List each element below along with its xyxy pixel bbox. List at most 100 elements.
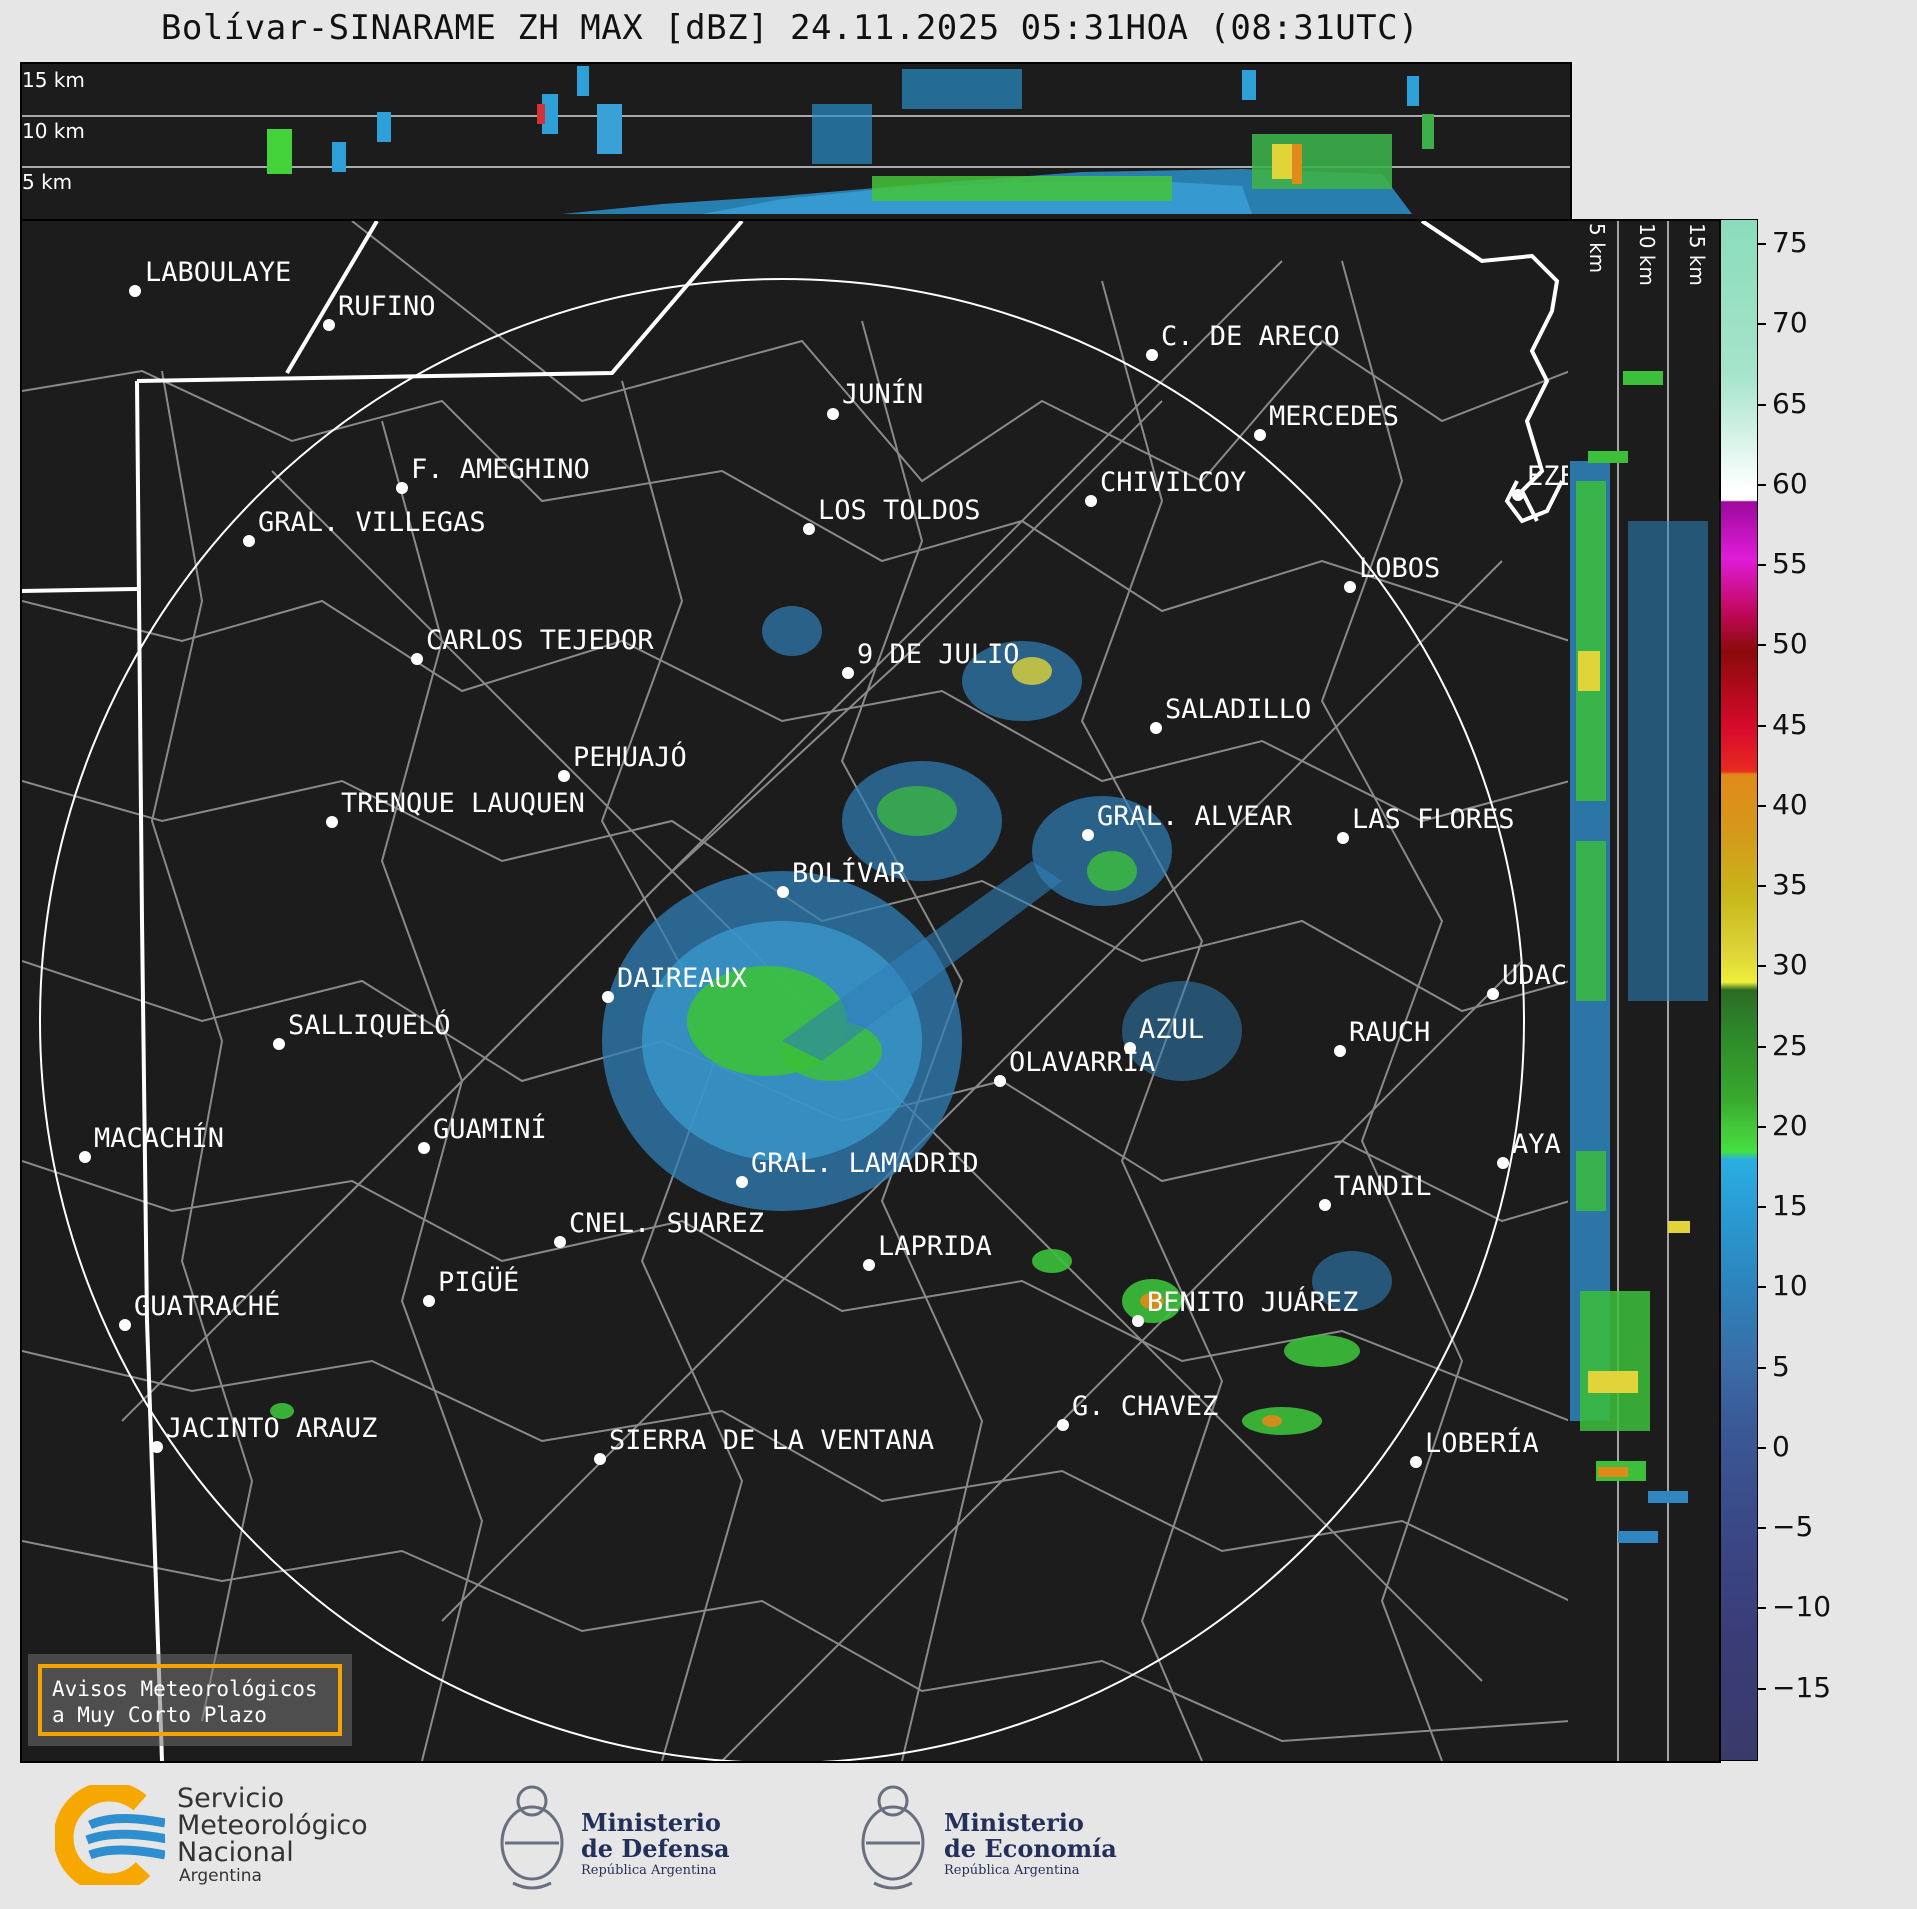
map-title: Bolívar-SINARAME ZH MAX [dBZ] 24.11.2025… <box>160 8 1420 48</box>
city-label-azul: AZUL <box>1139 1014 1204 1045</box>
defensa-line3: República Argentina <box>581 1863 717 1878</box>
city-label-guamini: GUAMINÍ <box>433 1113 547 1145</box>
rio-de-la-plata-coast <box>1420 221 1560 522</box>
side-cross-section-panel: 5 km 10 km 15 km <box>1568 219 1721 1763</box>
side-echo-returns <box>1570 371 1708 1543</box>
city-label-rufino: RUFINO <box>338 291 436 322</box>
ministerio-economia-logo: Ministerio de Economía República Argenti… <box>856 1775 1136 1900</box>
city-label-gral-lamadrid: GRAL. LAMADRID <box>751 1148 979 1179</box>
radar-map-svg: LABOULAYE RUFINO C. DE ARECO JUNÍN MERCE… <box>22 221 1570 1761</box>
city-label-trenque-lauquen: TRENQUE LAUQUEN <box>341 788 585 819</box>
colorbar-tick-70: 70 <box>1772 305 1808 339</box>
colorbar-tick-20: 20 <box>1772 1108 1808 1142</box>
city-label-bolivar: BOLÍVAR <box>792 857 907 889</box>
side-height-label-10km: 10 km <box>1635 223 1659 286</box>
colorbar-tick-35: 35 <box>1772 867 1808 901</box>
side-height-label-15km: 15 km <box>1685 223 1709 286</box>
colorbar-tick-55: 55 <box>1772 546 1808 580</box>
colorbar-tick-65: 65 <box>1772 386 1808 420</box>
defensa-coat-of-arms-icon <box>500 1785 564 1890</box>
top-cross-section-panel: 15 km 10 km 5 km <box>20 62 1572 221</box>
side-height-label-5km: 5 km <box>1585 223 1609 273</box>
smn-logo-line2: Meteorológico <box>177 1810 368 1841</box>
city-label-jacinto-arauz: JACINTO ARAUZ <box>166 1413 377 1444</box>
avisos-line-1: Avisos Meteorológicos <box>52 1677 318 1701</box>
smn-logo-icon <box>55 1785 165 1885</box>
city-label-daireaux: DAIREAUX <box>617 963 747 994</box>
buenos-aires-city <box>1504 480 1564 524</box>
city-label-c-de-areco: C. DE ARECO <box>1161 321 1340 352</box>
colorbar-tick-15: 15 <box>1772 1188 1808 1222</box>
city-label-rauch: RAUCH <box>1349 1017 1430 1048</box>
ministerio-defensa-logo: Ministerio de Defensa República Argentin… <box>495 1775 765 1900</box>
radar-map-panel: LABOULAYE RUFINO C. DE ARECO JUNÍN MERCE… <box>20 219 1572 1763</box>
city-label-loberia: LOBERÍA <box>1425 1427 1539 1459</box>
smn-logo-line3: Nacional <box>177 1837 294 1868</box>
colorbar-tick-0: 0 <box>1772 1429 1790 1463</box>
city-label-eze: EZE <box>1527 461 1570 492</box>
colorbar-tick-50: 50 <box>1772 626 1808 660</box>
city-label-gral-alvear: GRAL. ALVEAR <box>1097 801 1293 832</box>
city-label-laboulaye: LABOULAYE <box>145 257 291 288</box>
top-echo-returns <box>267 66 1434 214</box>
city-label-mercedes: MERCEDES <box>1269 401 1399 432</box>
city-label-gral-villegas: GRAL. VILLEGAS <box>258 507 486 538</box>
height-label-10km: 10 km <box>22 119 85 143</box>
city-label-macachin: MACACHÍN <box>94 1122 224 1154</box>
city-label-f-ameghino: F. AMEGHINO <box>411 454 590 485</box>
defensa-line2: de Defensa <box>581 1834 730 1863</box>
colorbar-tick-75: 75 <box>1772 225 1808 259</box>
smn-logo-line1: Servicio <box>177 1783 285 1814</box>
colorbar-tick-10: 10 <box>1772 1268 1808 1302</box>
defensa-line1: Ministerio <box>581 1808 721 1837</box>
avisos-line-2: a Muy Corto Plazo <box>52 1703 267 1727</box>
smn-logo: Servicio Meteorológico Nacional Argentin… <box>55 1785 385 1890</box>
height-label-5km: 5 km <box>22 170 72 194</box>
city-label-tandil: TANDIL <box>1334 1171 1432 1202</box>
province-line-north <box>136 221 744 383</box>
top-cross-section-svg: 15 km 10 km 5 km <box>22 66 1570 214</box>
economia-coat-of-arms-icon <box>861 1785 925 1890</box>
city-label-lobos: LOBOS <box>1359 553 1440 584</box>
colorbar-tick-minus15: −15 <box>1772 1670 1832 1704</box>
city-label-cnel-suarez: CNEL. SUAREZ <box>569 1208 764 1239</box>
city-label-pigue: PIGÜÉ <box>438 1266 519 1298</box>
smn-logo-line4: Argentina <box>179 1866 262 1886</box>
city-markers <box>79 285 1524 1468</box>
city-label-udac: UDAC <box>1502 960 1567 991</box>
city-label-aya: AYA <box>1512 1129 1561 1160</box>
city-label-chivilcoy: CHIVILCOY <box>1100 467 1246 498</box>
colorbar-tick-minus10: −10 <box>1772 1589 1832 1623</box>
colorbar-tick-25: 25 <box>1772 1028 1808 1062</box>
radar-range-ring <box>39 278 1525 1761</box>
economia-line1: Ministerio <box>944 1808 1084 1837</box>
city-label-saladillo: SALADILLO <box>1165 694 1311 725</box>
city-label-9-de-julio: 9 DE JULIO <box>857 639 1020 670</box>
city-label-benito-juarez: BENITO JUÁREZ <box>1147 1286 1358 1318</box>
colorbar-ticks: 75 70 65 60 55 50 45 40 35 30 25 20 15 1… <box>1758 219 1878 1759</box>
city-label-sierra-de-la-ventana: SIERRA DE LA VENTANA <box>609 1425 934 1456</box>
economia-line3: República Argentina <box>944 1863 1080 1878</box>
dbz-colorbar <box>1720 219 1758 1761</box>
colorbar-tick-minus5: −5 <box>1772 1509 1814 1543</box>
city-label-pehuajo: PEHUAJÓ <box>573 741 687 773</box>
radar-echoes <box>270 606 1392 1435</box>
city-label-guatrache: GUATRACHÉ <box>134 1290 280 1322</box>
city-label-laprida: LAPRIDA <box>878 1231 992 1262</box>
city-label-los-toldos: LOS TOLDOS <box>818 495 981 526</box>
city-label-g-chavez: G. CHAVEZ <box>1072 1391 1218 1422</box>
city-labels: LABOULAYE RUFINO C. DE ARECO JUNÍN MERCE… <box>94 257 1570 1459</box>
city-label-olavarria: OLAVARRÍA <box>1009 1046 1155 1078</box>
city-label-junin: JUNÍN <box>842 378 923 410</box>
province-line-pampa <box>135 380 164 1761</box>
city-label-salliquelo: SALLIQUELÓ <box>288 1009 451 1041</box>
city-label-carlos-tejedor: CARLOS TEJEDOR <box>426 625 654 656</box>
province-line-west <box>22 587 138 593</box>
avisos-link-box[interactable]: Avisos Meteorológicos a Muy Corto Plazo <box>28 1654 352 1746</box>
economia-line2: de Economía <box>944 1834 1117 1863</box>
colorbar-tick-30: 30 <box>1772 947 1808 981</box>
height-label-15km: 15 km <box>22 68 85 92</box>
colorbar-tick-60: 60 <box>1772 466 1808 500</box>
colorbar-tick-45: 45 <box>1772 707 1808 741</box>
side-cross-section-svg: 5 km 10 km 15 km <box>1570 221 1709 1761</box>
